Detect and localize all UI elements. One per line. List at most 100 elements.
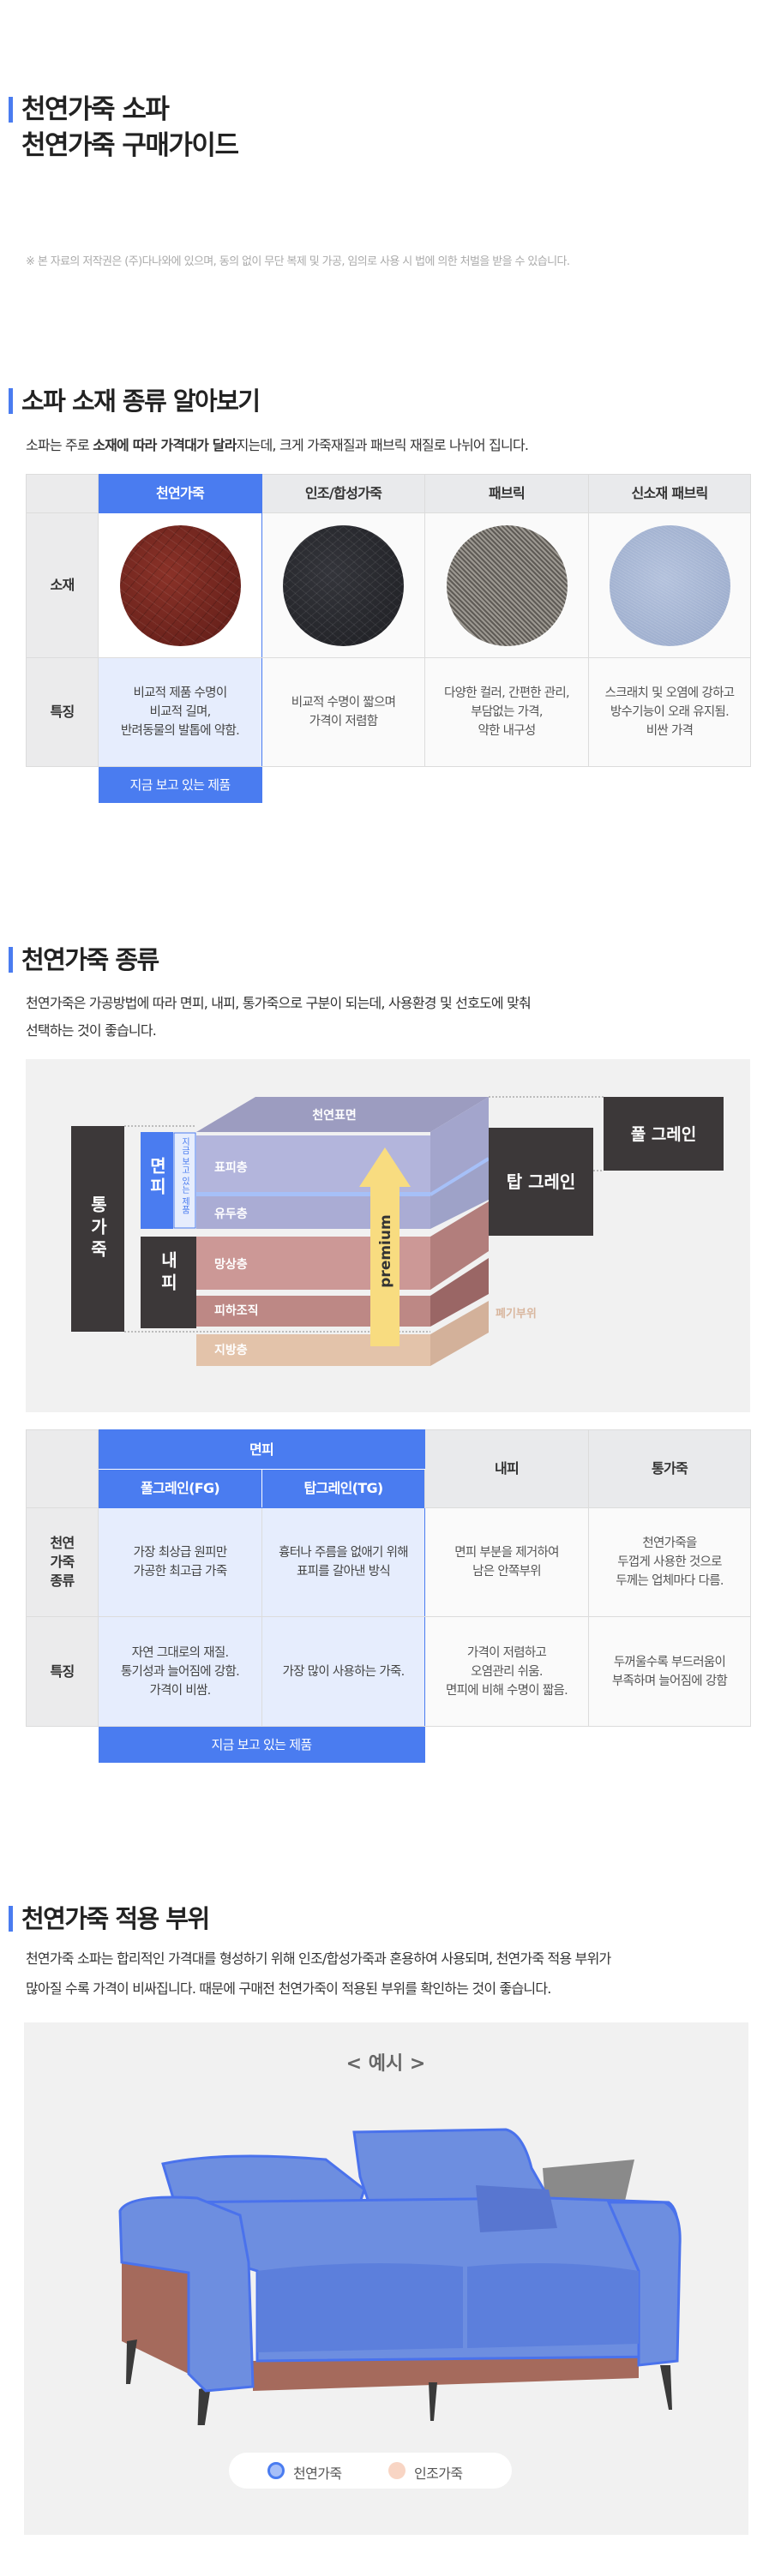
label-line: 가죽 [50,1554,75,1570]
cell-line: 통기성과 늘어짐에 강함. [120,1664,240,1679]
layer-label: 피하조직 [214,1303,259,1318]
col-header-whole: 통가죽 [588,1429,752,1508]
sofa-leg [429,2382,437,2421]
leather-types-table: 면피 내피 통가죽 풀그레인(FG) 탑그레인(TG) 천연 가죽 종류 가장 최상… [26,1429,752,1763]
side-face [430,1159,489,1229]
empty-cell [261,766,751,803]
surface-label: 천연표면 [312,1108,357,1123]
corner-cell [26,1429,99,1508]
cell-line: 가격이 비쌈. [149,1683,211,1698]
layer-label: 표피층 [214,1161,248,1175]
feature-line: 비교적 길며, [149,705,211,719]
section-accent-bar [9,388,13,414]
swatch-cell [588,512,751,658]
page-subtitle: 천연가죽 구매가이드 [21,130,239,161]
sofa-left-arm [118,2196,255,2393]
feature-line: 약한 내구성 [478,724,536,738]
grain-line [196,1192,430,1196]
section-title-leather-types: 천연가죽 종류 [21,945,159,974]
inner-leather-bar [141,1237,196,1328]
copyright-notice: ※ 본 자료의 저작권은 (주)다나와에 있으며, 동의 없이 무단 복제 및 … [26,255,570,268]
feature-cell: 가격이 저렴하고 오염관리 쉬움. 면피에 비해 수명이 짧음. [424,1616,590,1727]
swatch-cell [98,512,262,658]
side-face [430,1201,489,1290]
col-header-full-grain: 풀그레인(FG) [98,1469,262,1508]
sofa-headrest-left [161,2154,366,2208]
full-grain-label: 풀 그레인 [631,1125,697,1144]
swatch-cell [261,512,425,658]
whole-leather-label: 통가죽 [87,1195,108,1262]
feature-line: 비싼 가격 [646,724,694,738]
cell-line: 자연 그대로의 재질. [131,1645,230,1660]
col-header-inner: 내피 [424,1429,590,1508]
section-desc-line: 선택하는 것이 좋습니다. [26,1022,157,1039]
layer-label: 유두층 [214,1207,248,1221]
sofa-side-artificial [122,2262,189,2374]
feature-line: 비교적 수명이 짧으며 [291,696,396,710]
feature-cell: 두꺼울수록 부드러움이 부족하며 늘어짐에 강함 [588,1616,752,1727]
section-title-materials: 소파 소재 종류 알아보기 [21,386,261,416]
surface-top-face [196,1097,489,1132]
whole-leather-bar [71,1126,124,1332]
fabric-swatch [446,524,568,646]
section-desc-line: 천연가죽 소파는 합리적인 가격대를 형성하기 위해 인조/합성가죽과 혼용하여… [26,1950,611,1967]
cell-line: 두껍게 사용한 것으로 [617,1555,722,1569]
sofa-blue-pillow [476,2185,557,2232]
synthetic-leather-swatch [283,524,404,646]
section-desc-line: 많아질 수록 가격이 비싸집니다. 때문에 구매전 천연가죽이 적용된 부위를 … [26,1980,551,1997]
cell-line: 가장 많이 사용하는 가죽. [282,1664,405,1679]
sofa-leg [660,2365,672,2410]
layer-label: 지방층 [214,1343,248,1357]
sofa-right-arm [606,2201,682,2367]
new-fabric-swatch [609,524,730,646]
waste-label: 폐기부위 [496,1308,537,1321]
artificial-leather-legend-dot [388,2462,406,2479]
corner-cell [26,474,99,513]
empty-cell [26,766,99,803]
current-product-vertical-label: 지금 보고 있는 제품 [180,1137,190,1214]
current-product-badge: 지금 보고 있는 제품 [98,1726,425,1763]
swatch-cell [424,512,589,658]
feature-line: 비교적 제품 수명이 [133,686,228,700]
page-title: 천연가죽 소파 [21,94,170,125]
cell-line: 가장 최상급 원피만 [133,1546,228,1560]
example-label: < 예시 > [345,2053,426,2075]
group-header-top-grain: 면피 [97,1429,426,1470]
cell-line: 가공한 최고급 가죽 [133,1565,228,1579]
feature-cell: 가장 많이 사용하는 가죽. [261,1616,426,1727]
col-header-top-grain: 탑그레인(TG) [261,1469,426,1508]
cell-line: 가격이 저렴하고 [466,1645,547,1660]
legend: 천연가죽 인조가죽 [229,2453,512,2489]
natural-leather-legend-dot [267,2462,285,2479]
top-grain-side-label: 면피 [147,1157,167,1198]
sofa-leg [197,2386,211,2425]
desc-text: 지는데, 크게 가죽재질과 패브릭 재질로 나뉘어 집니다. [236,437,529,453]
feature-line: 방수기능이 오래 유지됨. [610,705,730,719]
cell-line: 두께는 업체마다 다름. [616,1574,724,1588]
section-accent-bar [9,1906,13,1932]
sofa-illustration [118,2128,682,2425]
col-header-natural: 천연가죽 [98,474,262,513]
empty-cell [26,1726,99,1763]
col-header-synthetic: 인조/합성가죽 [261,474,425,513]
premium-label: premium [377,1214,394,1287]
section-title-applied-parts: 천연가죽 적용 부위 [21,1904,210,1933]
type-cell: 천연가죽을 두껍게 사용한 것으로 두께는 업체마다 다름. [588,1507,752,1617]
layer-label: 망상층 [214,1257,248,1272]
top-grain-label: 탑 그레인 [507,1171,576,1192]
inner-leather-label: 내피 [158,1251,178,1296]
side-face [430,1301,489,1366]
cell-line: 흉터나 주름을 없애기 위해 [279,1546,408,1560]
materials-table: 천연가죽 인조/합성가죽 패브릭 신소재 패브릭 소재 특징 비교적 제품 수명… [26,474,751,803]
col-header-new-fabric: 신소재 패브릭 [588,474,751,513]
side-face [430,1097,489,1196]
natural-leather-swatch [119,524,241,646]
section-accent-bar [9,947,13,973]
cell-line: 두꺼울수록 부드러움이 [613,1655,726,1669]
cell-line: 표피를 갈아낸 방식 [297,1565,391,1579]
sofa-cushion [467,2263,639,2348]
side-face [430,1258,489,1327]
section-desc-materials: 소파는 주로 소재에 따라 가격대가 달라지는데, 크게 가죽재질과 패브릭 재… [26,432,529,459]
type-cell: 면피 부분을 제거하여 남은 안쪽부위 [424,1507,590,1617]
